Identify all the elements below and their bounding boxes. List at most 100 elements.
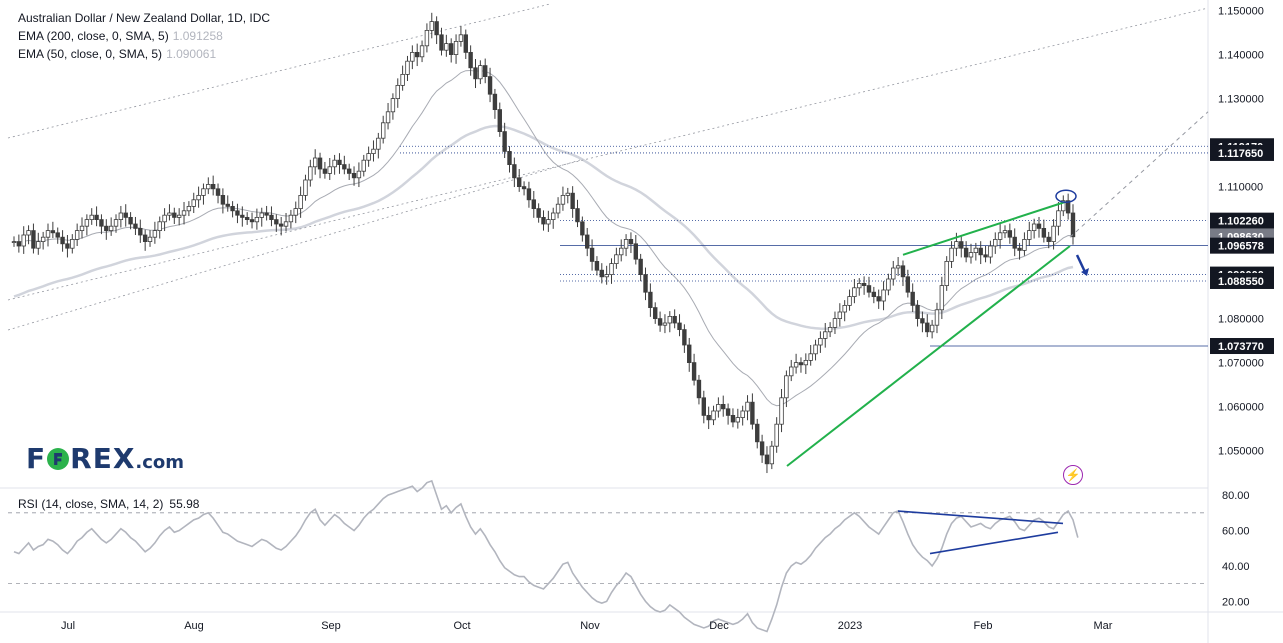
candle-body bbox=[395, 85, 400, 100]
candle-body bbox=[298, 194, 303, 209]
rsi-tick-label: 20.00 bbox=[1222, 596, 1250, 608]
forex-logo: F REX.com bbox=[26, 442, 185, 475]
down-arrow-shaft bbox=[1075, 254, 1087, 273]
candle-body bbox=[1051, 225, 1056, 242]
candle-body bbox=[1012, 236, 1017, 249]
ema200-legend: EMA (200, close, 0, SMA, 5) 1.091258 bbox=[18, 29, 223, 43]
candle-body bbox=[589, 247, 595, 262]
candle-body bbox=[186, 205, 192, 212]
candle-body bbox=[779, 397, 784, 425]
ema200-line bbox=[13, 124, 1074, 330]
candle-body bbox=[240, 214, 245, 218]
candle-body bbox=[196, 194, 201, 201]
candle-body bbox=[740, 410, 745, 418]
candle-body bbox=[283, 221, 289, 227]
candle-body bbox=[594, 260, 600, 271]
candle-body bbox=[492, 93, 498, 110]
candle-body bbox=[1070, 212, 1076, 238]
candle-body bbox=[954, 241, 959, 249]
candle-body bbox=[1002, 230, 1008, 234]
rsi-tick-label: 40.00 bbox=[1222, 561, 1250, 573]
price-tag-label: 1.088550 bbox=[1218, 276, 1264, 288]
candle-body bbox=[959, 241, 964, 249]
candle-body bbox=[142, 234, 148, 242]
candle-body bbox=[614, 254, 619, 265]
candle-body bbox=[1017, 247, 1022, 251]
candle-body bbox=[512, 164, 517, 179]
candle-body bbox=[827, 326, 833, 333]
candle-body bbox=[798, 362, 804, 366]
candle-body bbox=[1061, 200, 1066, 212]
candle-body bbox=[968, 252, 974, 258]
candle-body bbox=[220, 194, 226, 205]
candle-body bbox=[327, 166, 332, 174]
candle-body bbox=[94, 214, 99, 220]
candle-body bbox=[264, 212, 269, 216]
candle-body bbox=[531, 199, 536, 210]
lightning-icon[interactable]: ⚡ bbox=[1063, 465, 1083, 485]
candle-body bbox=[677, 322, 682, 330]
candle-body bbox=[322, 168, 328, 174]
price-tag-box bbox=[1210, 237, 1274, 254]
candle-body bbox=[361, 159, 366, 172]
candle-body bbox=[536, 208, 541, 218]
candle-body bbox=[419, 45, 425, 58]
candle-body bbox=[356, 170, 362, 179]
candle-body bbox=[813, 344, 818, 355]
candle-body bbox=[108, 225, 114, 231]
candle-body bbox=[230, 205, 235, 212]
price-tick-label: 1.070000 bbox=[1218, 358, 1264, 370]
candle-body bbox=[604, 274, 609, 278]
time-tick-label: Aug bbox=[184, 620, 204, 632]
candle-body bbox=[278, 223, 284, 227]
time-tick-label: Dec bbox=[709, 620, 729, 632]
candle-body bbox=[424, 29, 430, 47]
candle-body bbox=[847, 296, 852, 306]
time-tick-label: Mar bbox=[1094, 620, 1113, 632]
candle-body bbox=[997, 232, 1003, 240]
ema50-legend: EMA (50, close, 0, SMA, 5) 1.090061 bbox=[18, 47, 217, 61]
candle-body bbox=[1031, 223, 1037, 231]
highlight-ellipse bbox=[1055, 189, 1077, 204]
candle-body bbox=[560, 194, 566, 205]
candle-body bbox=[65, 243, 70, 249]
candle-body bbox=[973, 247, 979, 253]
candle-body bbox=[837, 311, 843, 319]
candle-body bbox=[764, 454, 770, 465]
candle-body bbox=[74, 230, 80, 240]
candle-body bbox=[555, 203, 561, 214]
candle-body bbox=[1041, 227, 1047, 238]
candle-body bbox=[963, 247, 969, 258]
candle-body bbox=[463, 34, 468, 53]
candle-body bbox=[21, 234, 26, 247]
price-tick-label: 1.110000 bbox=[1218, 182, 1263, 194]
candle-body bbox=[487, 76, 493, 95]
candle-body bbox=[832, 318, 838, 328]
candle-body bbox=[716, 403, 721, 412]
candle-body bbox=[458, 34, 464, 42]
price-tick-label: 1.150000 bbox=[1218, 6, 1264, 18]
logo-o-icon bbox=[47, 448, 70, 470]
candle-body bbox=[478, 65, 483, 80]
price-tag-box bbox=[1210, 144, 1274, 161]
candle-body bbox=[575, 208, 580, 223]
candle-body bbox=[11, 241, 17, 244]
candle-body bbox=[648, 291, 653, 309]
candle-body bbox=[434, 21, 439, 36]
price-tick-label: 1.050000 bbox=[1218, 446, 1264, 458]
candle-body bbox=[380, 122, 386, 139]
candle-body bbox=[623, 238, 629, 249]
candle-body bbox=[60, 236, 65, 245]
candle-body bbox=[993, 238, 998, 247]
candle-body bbox=[696, 379, 702, 399]
candle-body bbox=[1007, 230, 1013, 238]
candle-body bbox=[172, 212, 177, 218]
candle-body bbox=[225, 203, 230, 207]
candle-body bbox=[551, 212, 556, 220]
candle-body bbox=[36, 241, 41, 249]
candle-body bbox=[104, 225, 109, 231]
candle-body bbox=[653, 307, 658, 320]
price-tag-label: 1.117650 bbox=[1218, 148, 1263, 160]
candle-body bbox=[483, 65, 488, 77]
candle-body bbox=[818, 337, 823, 346]
